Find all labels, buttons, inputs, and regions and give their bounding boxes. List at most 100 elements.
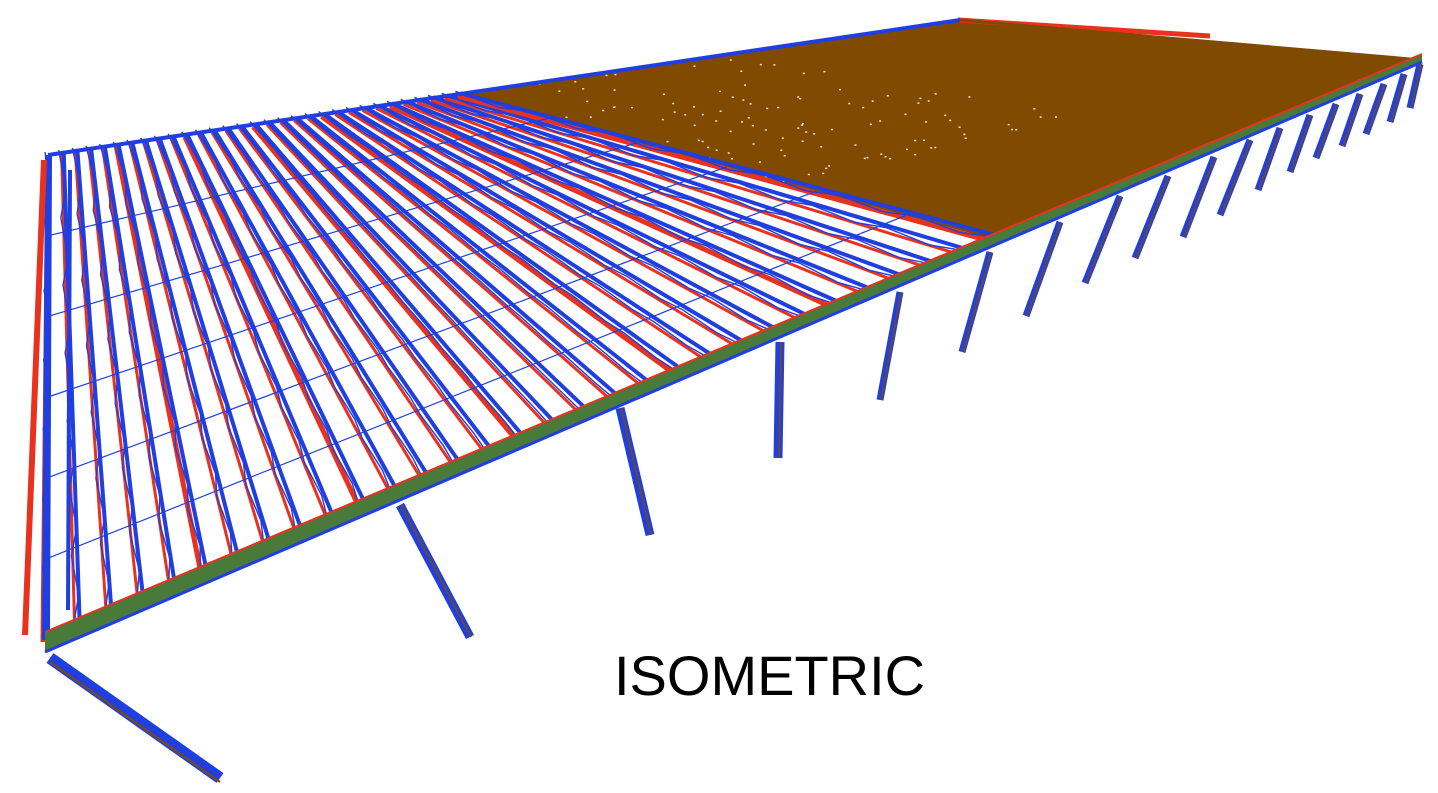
deck-fastener <box>614 89 616 91</box>
deck-fastener <box>719 91 721 93</box>
deck-fastener <box>963 134 965 136</box>
column-edge <box>881 292 901 400</box>
column <box>1026 222 1060 316</box>
joist-top-chord <box>146 140 270 543</box>
column-edge <box>1184 157 1215 237</box>
deck-fastener <box>586 101 588 103</box>
deck-fastener <box>694 125 696 127</box>
column <box>1220 140 1250 215</box>
deck-fastener <box>730 59 732 61</box>
deck-fastener <box>753 143 755 145</box>
deck-fastener <box>813 133 815 135</box>
deck-fastener <box>797 127 799 128</box>
column <box>1135 176 1168 258</box>
deck-fastener <box>864 158 866 160</box>
deck-fastener <box>1015 129 1017 131</box>
deck-fastener <box>698 140 700 142</box>
deck-fastener <box>782 137 784 139</box>
deck-fastener <box>802 123 804 125</box>
deck-fastener <box>780 150 782 152</box>
deck-fastener <box>1040 116 1042 118</box>
deck-fastener <box>702 114 704 116</box>
deck-fastener <box>839 89 841 91</box>
deck-fastener <box>855 144 857 146</box>
deck-fastener <box>803 73 805 75</box>
deck-fastener <box>752 125 754 127</box>
joist-top-chord <box>187 134 365 503</box>
column-edge <box>1367 84 1385 134</box>
column <box>400 505 470 637</box>
deck-fastener <box>748 117 750 119</box>
deck-fastener <box>606 75 608 77</box>
deck-fastener <box>760 64 762 66</box>
deck-fastener <box>889 158 891 160</box>
deck-fastener <box>784 155 786 157</box>
deck-fastener <box>663 94 665 96</box>
deck-fastener <box>744 84 746 86</box>
deck-fastener <box>694 65 696 67</box>
deck-fastener <box>777 107 779 109</box>
deck-fastener <box>672 103 674 105</box>
end-truss-red <box>25 160 44 635</box>
deck-fastener <box>614 74 616 76</box>
deck-fastener <box>715 120 717 122</box>
deck-fastener <box>848 103 850 105</box>
deck-fastener <box>720 111 722 113</box>
deck-fastener <box>825 168 827 170</box>
deck-fastener <box>925 121 927 123</box>
deck-fastener <box>949 120 951 122</box>
deck-fastener <box>799 98 801 100</box>
deck-fastener <box>935 93 937 95</box>
deck-fastener <box>880 153 882 155</box>
deck-fastener <box>558 90 560 92</box>
deck-fastener <box>805 131 807 133</box>
deck-fastener <box>662 119 664 121</box>
column <box>1085 196 1120 283</box>
deck-fastener <box>919 98 921 100</box>
deck-fastener <box>1008 124 1010 126</box>
end-truss-outer <box>45 155 48 640</box>
column-edge <box>401 505 471 637</box>
deck-fastener <box>887 95 889 97</box>
deck-fastener <box>716 149 718 151</box>
deck-fastener <box>590 116 592 118</box>
deck-fastener <box>944 115 946 117</box>
column <box>962 252 990 352</box>
deck-fastener <box>667 141 669 143</box>
column-edge <box>1259 128 1281 190</box>
end-truss-inner <box>68 170 70 610</box>
deck-fastener <box>602 110 604 112</box>
deck-fastener <box>870 124 872 126</box>
deck-fastener <box>965 138 967 140</box>
deck-fastener <box>828 165 830 167</box>
column <box>1342 94 1360 146</box>
deck-fastener <box>631 107 633 109</box>
deck-fastener <box>731 158 733 160</box>
column <box>1390 74 1404 122</box>
column <box>1316 104 1336 158</box>
deck-fastener <box>707 147 709 149</box>
deck-fastener <box>906 149 908 151</box>
column-edge <box>1136 176 1169 258</box>
deck-fastener <box>801 124 803 126</box>
corner-column <box>50 658 220 778</box>
deck-fastener <box>582 88 584 90</box>
deck-fastener <box>730 131 732 133</box>
deck-fastener <box>808 174 810 176</box>
deck-fastener <box>872 100 874 102</box>
deck-fastener <box>759 161 761 163</box>
deck-fastener <box>820 146 822 148</box>
deck-fastener <box>928 100 930 102</box>
deck-fastener <box>674 111 676 113</box>
deck-fastener <box>740 71 742 73</box>
column <box>1290 115 1310 172</box>
deck-fastener <box>930 147 932 149</box>
deck-fastener <box>1011 129 1013 131</box>
deck-fastener <box>741 121 743 123</box>
deck-fastener <box>693 106 695 108</box>
deck-fastener <box>885 156 887 158</box>
deck-fastener <box>905 114 907 116</box>
deck-fastener <box>959 126 961 128</box>
column-edge <box>1027 222 1061 316</box>
corner-column-edge <box>50 662 220 782</box>
